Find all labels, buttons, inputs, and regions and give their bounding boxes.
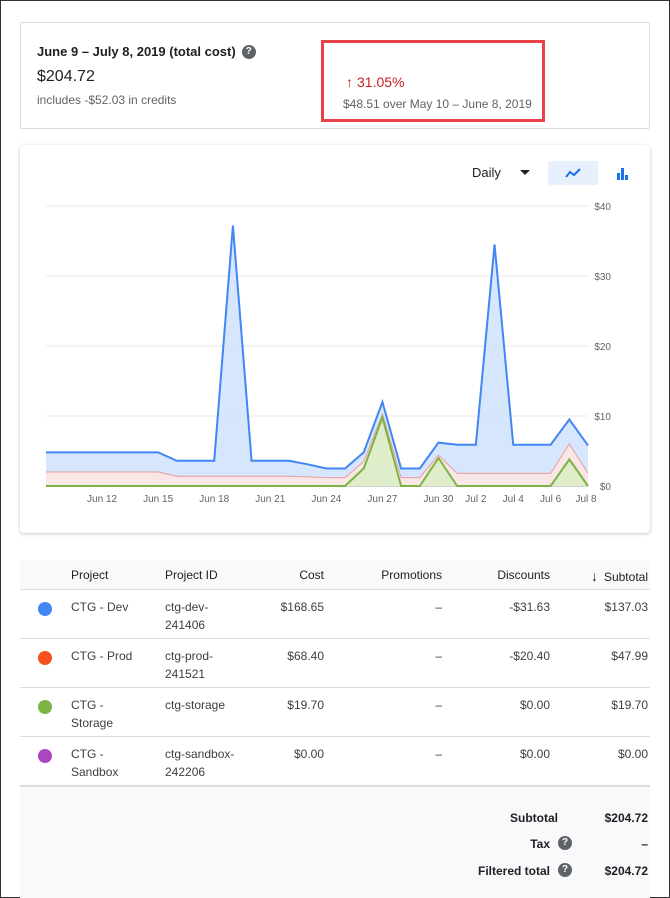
change-highlight-box: ↑ 31.05% $48.51 over May 10 – June 8, 201… xyxy=(321,40,545,122)
subtotal-label: Subtotal xyxy=(510,811,558,825)
filtered-total-value: $204.72 xyxy=(604,864,648,878)
table-row[interactable]: CTG - Storage ctg-storage $19.70 – $0.00 $19.7… xyxy=(20,688,650,737)
header-discounts[interactable]: Discounts xyxy=(497,568,550,582)
x-tick-label: Jun 24 xyxy=(311,494,341,505)
project-subtotal: $19.70 xyxy=(611,698,648,712)
header-project-id[interactable]: Project ID xyxy=(165,568,218,582)
project-id: ctg-storage xyxy=(165,698,226,712)
project-promotions: – xyxy=(435,747,442,761)
change-percent: ↑ 31.05% xyxy=(346,74,404,90)
x-tick-label: Jul 8 xyxy=(575,494,597,505)
header-promotions[interactable]: Promotions xyxy=(381,568,442,582)
project-color-dot xyxy=(38,700,52,714)
project-subtotal: $137.03 xyxy=(604,600,648,614)
series-prod-area xyxy=(46,413,588,486)
y-tick-label: $10 xyxy=(594,412,611,423)
project-promotions: – xyxy=(435,600,442,614)
summary-total: $204.72 xyxy=(37,68,95,85)
project-name[interactable]: CTG - Prod xyxy=(71,649,133,663)
line-chart-icon xyxy=(565,168,581,178)
line-chart-button[interactable] xyxy=(548,161,598,185)
totals-panel: Subtotal $204.72 Tax ? – Filtered total … xyxy=(20,786,650,898)
series-dev-line xyxy=(46,225,589,470)
y-tick-label: $20 xyxy=(594,342,611,353)
summary-title: June 9 – July 8, 2019 (total cost)? xyxy=(37,44,256,60)
x-tick-label: Jun 27 xyxy=(367,494,397,505)
x-tick-label: Jun 18 xyxy=(199,494,229,505)
project-cost: $19.70 xyxy=(287,698,324,712)
table-header: Project Project ID Cost Promotions Disco… xyxy=(20,560,650,590)
project-cost-table: Project Project ID Cost Promotions Disco… xyxy=(20,560,650,786)
project-discounts: -$31.63 xyxy=(509,600,550,614)
x-tick-label: Jul 2 xyxy=(465,494,487,505)
project-id: ctg-sandbox- 242206 xyxy=(165,747,235,779)
project-promotions: – xyxy=(435,649,442,663)
help-icon[interactable]: ? xyxy=(241,44,256,59)
project-id: ctg-prod- 241521 xyxy=(165,649,214,681)
change-description: $48.51 over May 10 – June 8, 2019 xyxy=(343,97,532,111)
y-tick-label: $40 xyxy=(594,202,611,213)
header-cost[interactable]: Cost xyxy=(299,568,324,582)
table-row[interactable]: CTG - Prod ctg-prod- 241521 $68.40 – -$20.40 $… xyxy=(20,639,650,688)
table-row[interactable]: CTG - Dev ctg-dev- 241406 $168.65 – -$31.63 $1… xyxy=(20,590,650,639)
cost-summary-card: June 9 – July 8, 2019 (total cost)? $204… xyxy=(20,22,650,129)
x-tick-label: Jun 12 xyxy=(87,494,117,505)
project-promotions: – xyxy=(435,698,442,712)
summary-title-text: June 9 – July 8, 2019 (total cost) xyxy=(37,44,236,59)
summary-credits: includes -$52.03 in credits xyxy=(37,93,177,107)
x-tick-label: Jun 21 xyxy=(255,494,285,505)
bar-chart-button[interactable] xyxy=(610,161,634,185)
header-subtotal-label: Subtotal xyxy=(603,570,648,584)
project-discounts: $0.00 xyxy=(519,747,550,761)
project-id: ctg-dev- 241406 xyxy=(165,600,209,632)
project-name[interactable]: CTG - Dev xyxy=(71,600,129,614)
help-icon[interactable]: ? xyxy=(558,863,572,877)
period-select[interactable]: Daily xyxy=(472,165,501,180)
project-name[interactable]: CTG - Storage xyxy=(71,698,114,730)
cost-chart-card: Daily $0 $10 $20 $30 $40 Jun 12 Jun 15 Jun 18 Ju… xyxy=(20,145,650,533)
project-discounts: $0.00 xyxy=(519,698,550,712)
series-dev-area xyxy=(46,225,588,486)
arrow-down-icon: ↓ xyxy=(590,568,598,584)
project-subtotal: $47.99 xyxy=(611,649,648,663)
bar-chart-icon xyxy=(617,168,628,180)
project-subtotal: $0.00 xyxy=(617,747,648,761)
project-cost: $168.65 xyxy=(280,600,324,614)
x-tick-label: Jun 30 xyxy=(423,494,453,505)
arrow-up-icon: ↑ xyxy=(346,74,353,90)
series-prod-line xyxy=(46,412,589,479)
y-tick-label: $30 xyxy=(594,272,611,283)
x-tick-label: Jul 6 xyxy=(540,494,562,505)
project-color-dot xyxy=(38,602,52,616)
tax-value: – xyxy=(641,837,648,851)
tax-label: Tax xyxy=(530,837,550,851)
header-project[interactable]: Project xyxy=(71,568,109,582)
project-cost: $68.40 xyxy=(287,649,324,663)
cost-line-chart: $0 $10 $20 $30 $40 Jun 12 Jun 15 Jun 18 Jun 21 Ju… xyxy=(46,202,612,505)
project-color-dot xyxy=(38,749,52,763)
filtered-total-label: Filtered total xyxy=(477,864,550,878)
table-row[interactable]: CTG - Sandbox ctg-sandbox- 242206 $0.00 – $0.0… xyxy=(20,737,650,786)
x-tick-label: Jun 15 xyxy=(143,494,173,505)
x-tick-label: Jul 4 xyxy=(503,494,525,505)
subtotal-value: $204.72 xyxy=(604,811,648,825)
project-cost: $0.00 xyxy=(293,747,324,761)
chevron-down-icon[interactable] xyxy=(520,170,530,175)
header-subtotal[interactable]: ↓ Subtotal xyxy=(591,568,648,584)
series-storage-line xyxy=(46,414,589,487)
project-discounts: -$20.40 xyxy=(509,649,550,663)
y-tick-label: $0 xyxy=(600,482,612,493)
project-color-dot xyxy=(38,651,52,665)
change-percent-value: 31.05% xyxy=(357,74,405,90)
project-name[interactable]: CTG - Sandbox xyxy=(71,747,119,779)
help-icon[interactable]: ? xyxy=(558,836,572,850)
